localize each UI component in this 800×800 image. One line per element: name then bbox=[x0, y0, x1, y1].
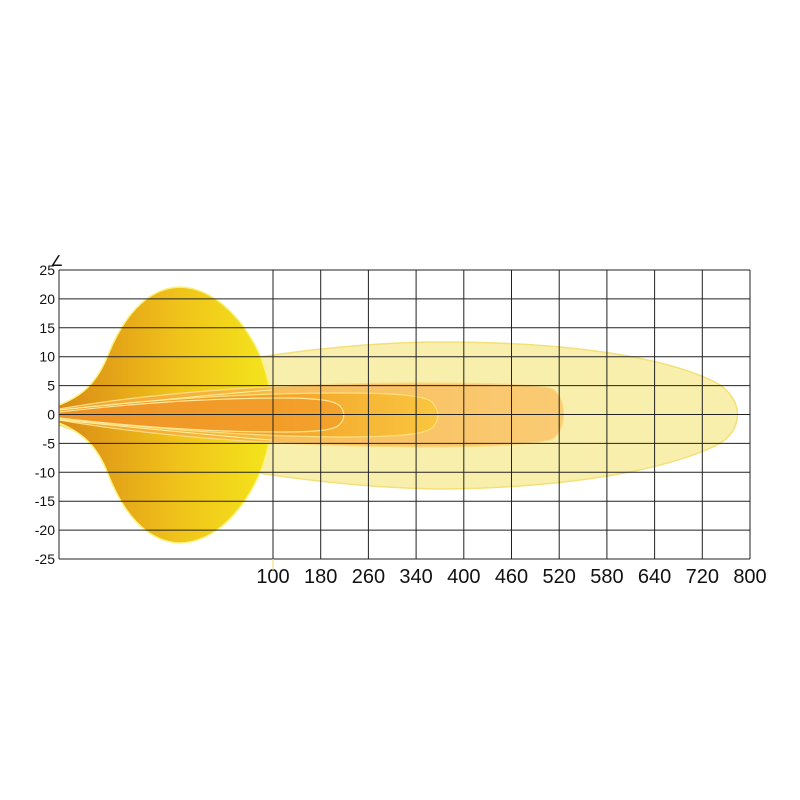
y-tick-label: 15 bbox=[39, 320, 55, 336]
y-tick-label: -20 bbox=[35, 522, 55, 538]
x-tick-labels: 100 180 260 340 400 460 520 580 640 720 800 bbox=[256, 566, 766, 588]
x-tick-label: 800 bbox=[733, 566, 766, 588]
beam-guide-line bbox=[59, 419, 273, 441]
y-tick-label: 10 bbox=[39, 349, 55, 365]
y-tick-label: 0 bbox=[47, 407, 55, 423]
x-tick-label: 400 bbox=[447, 566, 480, 588]
x-tick-label: 580 bbox=[590, 566, 623, 588]
y-tick-label: -15 bbox=[35, 493, 55, 509]
y-tick-label: 25 bbox=[39, 262, 55, 278]
y-tick-label: -5 bbox=[43, 435, 56, 451]
y-tick-label: 5 bbox=[47, 378, 55, 394]
x-tick-label: 640 bbox=[638, 566, 671, 588]
x-tick-label: 100 bbox=[256, 566, 289, 588]
x-tick-label: 260 bbox=[352, 566, 385, 588]
x-tick-label: 180 bbox=[304, 566, 337, 588]
x-tick-label: 720 bbox=[686, 566, 719, 588]
y-tick-label: -10 bbox=[35, 464, 55, 480]
x-tick-label: 340 bbox=[399, 566, 432, 588]
y-tick-labels: 25 20 15 10 5 0 -5 -10 -15 -20 -25 bbox=[35, 262, 55, 567]
grid bbox=[58, 269, 751, 560]
y-tick-label: -25 bbox=[35, 551, 55, 567]
y-tick-label: 20 bbox=[39, 291, 55, 307]
y-axis-label: ∠ bbox=[50, 253, 63, 270]
x-tick-label: 520 bbox=[543, 566, 576, 588]
beam-guide-line bbox=[59, 389, 273, 411]
x-tick-label: 460 bbox=[495, 566, 528, 588]
